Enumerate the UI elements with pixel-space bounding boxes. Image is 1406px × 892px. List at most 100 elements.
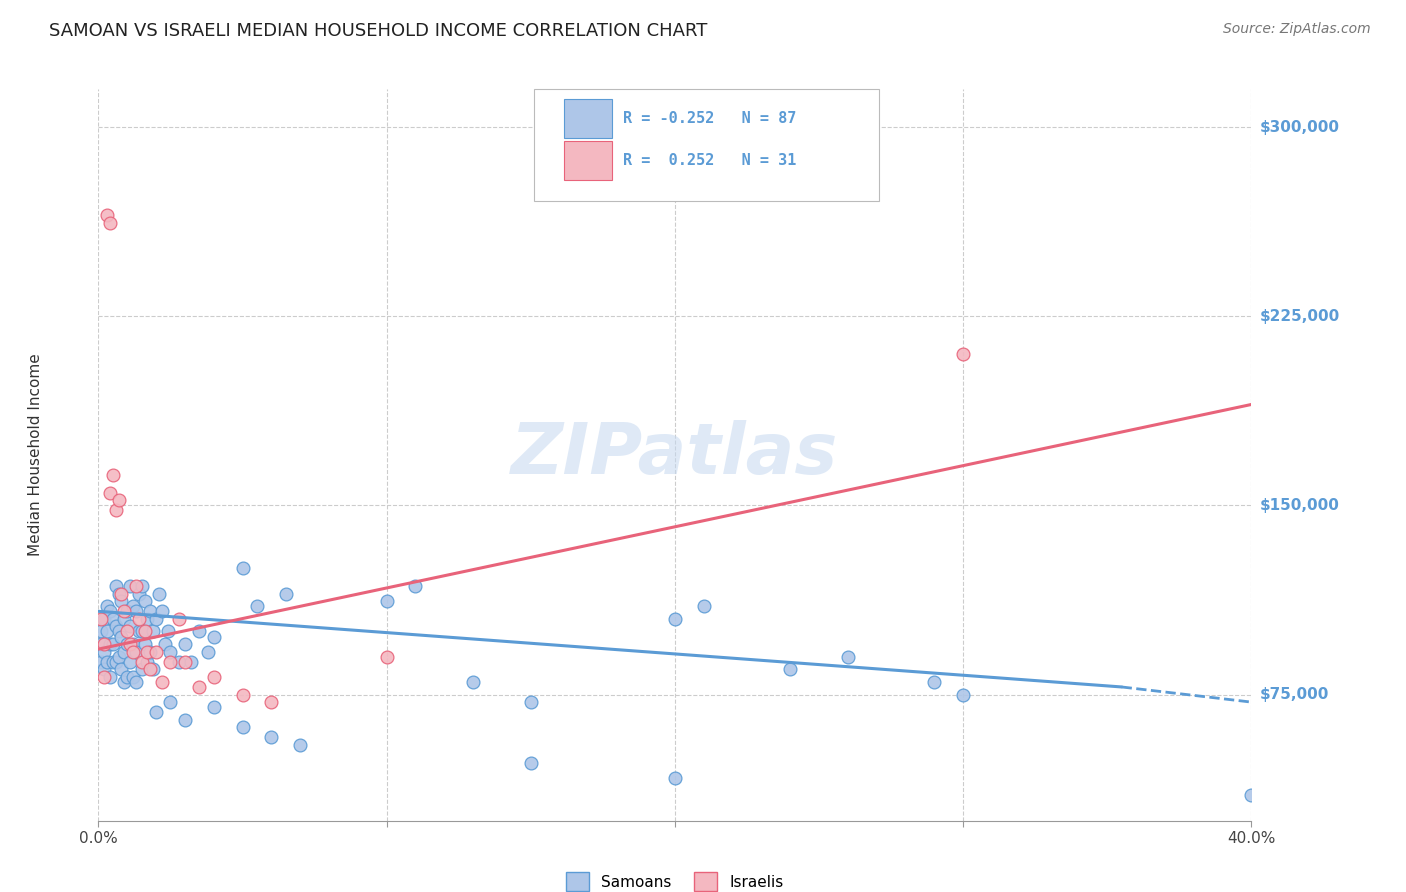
Point: [145, 612, 167, 626]
Point: [125, 674, 148, 689]
Point: [134, 624, 156, 639]
Text: $75,000: $75,000: [1260, 687, 1329, 702]
Point: [96, 624, 118, 639]
Point: [125, 579, 148, 593]
Point: [136, 645, 159, 659]
Point: [117, 637, 138, 651]
Point: [122, 599, 145, 614]
Point: [131, 579, 153, 593]
Point: [150, 604, 173, 618]
Text: $300,000: $300,000: [1260, 120, 1340, 135]
Point: [93, 670, 115, 684]
Point: [779, 662, 801, 676]
Point: [117, 670, 138, 684]
Point: [125, 645, 148, 659]
Point: [93, 612, 115, 626]
Point: [145, 705, 167, 719]
Point: [110, 594, 132, 608]
Point: [139, 662, 162, 676]
Point: [159, 655, 181, 669]
Point: [197, 645, 219, 659]
Point: [98, 637, 121, 651]
Point: [96, 208, 118, 222]
Point: [122, 637, 145, 651]
Point: [90, 637, 112, 651]
Point: [98, 670, 121, 684]
Point: [139, 645, 162, 659]
Point: [96, 655, 118, 669]
Point: [202, 630, 225, 644]
Text: R = -0.252   N = 87: R = -0.252 N = 87: [623, 112, 796, 126]
Point: [136, 655, 159, 669]
Point: [98, 604, 121, 618]
Point: [107, 493, 129, 508]
Point: [375, 594, 398, 608]
Point: [693, 599, 716, 614]
Point: [231, 688, 254, 702]
Point: [104, 579, 127, 593]
Point: [664, 771, 686, 785]
Point: [128, 624, 150, 639]
Point: [174, 637, 197, 651]
Point: [93, 645, 115, 659]
Point: [837, 649, 859, 664]
Point: [131, 655, 153, 669]
Point: [202, 670, 225, 684]
Point: [167, 655, 190, 669]
Text: Source: ZipAtlas.com: Source: ZipAtlas.com: [1223, 22, 1371, 37]
Point: [112, 604, 135, 618]
Point: [461, 674, 484, 689]
Point: [134, 594, 156, 608]
Text: $150,000: $150,000: [1260, 498, 1340, 513]
Point: [96, 599, 118, 614]
Text: $225,000: $225,000: [1260, 309, 1340, 324]
Point: [128, 587, 150, 601]
Point: [145, 645, 167, 659]
Text: Median Household Income: Median Household Income: [28, 353, 42, 557]
Point: [231, 720, 254, 734]
Point: [153, 637, 176, 651]
Point: [112, 674, 135, 689]
Point: [188, 680, 211, 694]
Point: [110, 587, 132, 601]
Point: [101, 468, 124, 483]
Point: [260, 695, 283, 709]
Point: [156, 624, 179, 639]
Point: [120, 655, 142, 669]
Point: [231, 561, 254, 575]
Point: [1240, 789, 1263, 803]
Point: [139, 604, 162, 618]
Point: [101, 637, 124, 651]
Point: [136, 612, 159, 626]
Point: [90, 655, 112, 669]
Point: [131, 624, 153, 639]
Point: [148, 587, 170, 601]
Point: [664, 612, 686, 626]
Point: [520, 756, 543, 770]
Point: [93, 662, 115, 676]
Point: [159, 645, 181, 659]
Point: [107, 649, 129, 664]
Point: [104, 619, 127, 633]
Point: [117, 604, 138, 618]
Point: [142, 624, 165, 639]
Point: [174, 655, 197, 669]
Point: [112, 612, 135, 626]
Point: [90, 612, 112, 626]
Point: [922, 674, 945, 689]
Point: [93, 637, 115, 651]
Point: [520, 695, 543, 709]
Point: [120, 579, 142, 593]
Point: [150, 674, 173, 689]
Point: [134, 637, 156, 651]
Point: [107, 587, 129, 601]
Point: [125, 604, 148, 618]
Point: [110, 630, 132, 644]
Point: [174, 713, 197, 727]
Point: [117, 624, 138, 639]
Point: [104, 655, 127, 669]
Point: [246, 599, 269, 614]
Point: [202, 700, 225, 714]
Point: [120, 637, 142, 651]
Point: [159, 695, 181, 709]
